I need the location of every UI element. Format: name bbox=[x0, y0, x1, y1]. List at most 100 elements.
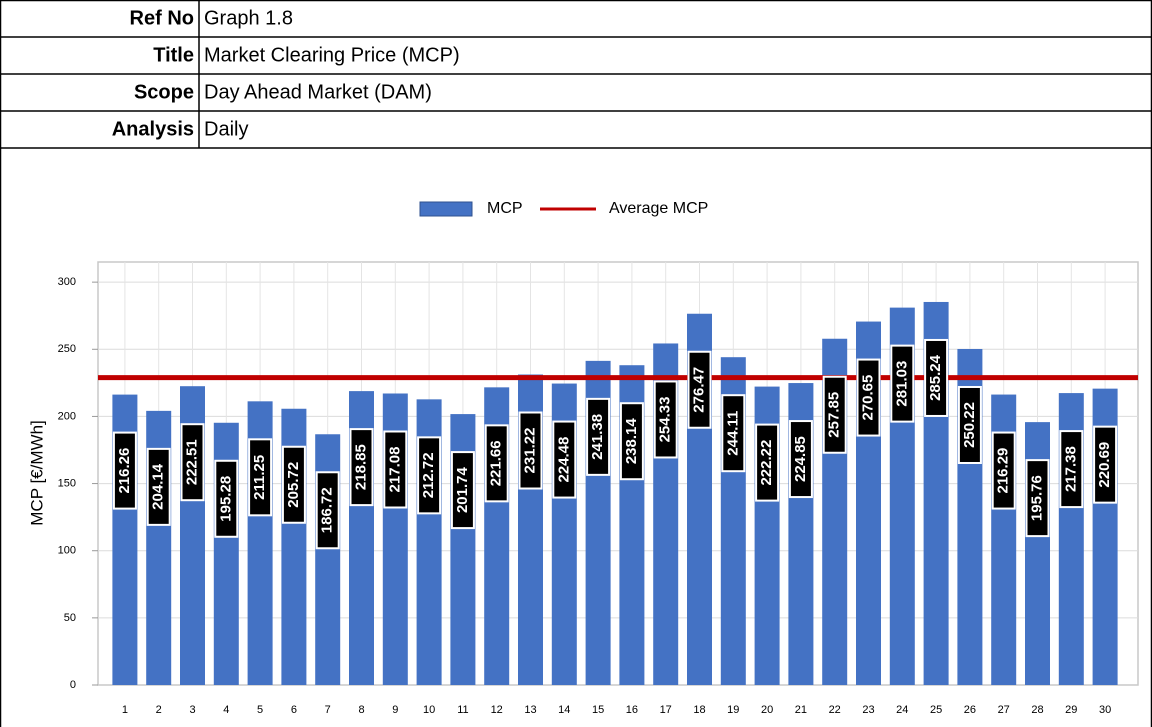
y-tick-label: 300 bbox=[58, 276, 76, 288]
data-label-box bbox=[417, 436, 442, 515]
data-label-box bbox=[383, 430, 408, 509]
data-label: 224.48 bbox=[555, 437, 572, 483]
data-label: 231.22 bbox=[521, 428, 538, 474]
data-label: 212.72 bbox=[420, 452, 437, 498]
data-label: 244.11 bbox=[724, 411, 741, 456]
plot-frame bbox=[97, 261, 1139, 686]
x-tick-label: 1 bbox=[122, 704, 128, 716]
data-label: 216.29 bbox=[995, 448, 1012, 494]
x-tick-label: 2 bbox=[156, 704, 162, 716]
data-label: 270.65 bbox=[859, 375, 876, 421]
x-tick-label: 20 bbox=[761, 704, 773, 716]
x-tick-label: 17 bbox=[660, 704, 672, 716]
x-tick-label: 8 bbox=[358, 704, 364, 716]
header-label: Scope bbox=[134, 81, 194, 103]
x-tick-label: 15 bbox=[592, 704, 604, 716]
legend-label: MCP bbox=[487, 200, 523, 217]
x-tick-label: 23 bbox=[862, 704, 874, 716]
x-tick-label: 4 bbox=[223, 704, 229, 716]
data-label-box bbox=[1059, 430, 1084, 509]
data-label: 186.72 bbox=[319, 487, 336, 533]
x-tick-label: 3 bbox=[189, 704, 195, 716]
legend-swatch bbox=[419, 201, 473, 217]
data-label-box bbox=[1093, 425, 1118, 504]
x-tick-label: 14 bbox=[558, 704, 570, 716]
data-label-box bbox=[721, 394, 746, 473]
x-tick-label: 9 bbox=[392, 704, 398, 716]
data-label-box bbox=[146, 447, 171, 526]
x-tick-label: 27 bbox=[998, 704, 1010, 716]
y-tick-label: 100 bbox=[58, 545, 76, 557]
header-label: Ref No bbox=[130, 7, 194, 29]
data-label: 195.76 bbox=[1028, 475, 1045, 521]
data-label-box bbox=[856, 358, 881, 437]
data-label: 241.38 bbox=[589, 414, 606, 460]
data-label: 205.72 bbox=[285, 462, 302, 508]
header-value: Graph 1.8 bbox=[204, 7, 293, 29]
data-label: 220.69 bbox=[1096, 442, 1113, 488]
data-label-box bbox=[180, 423, 205, 502]
x-tick-label: 13 bbox=[524, 704, 536, 716]
x-tick-label: 6 bbox=[291, 704, 297, 716]
x-tick-label: 7 bbox=[325, 704, 331, 716]
x-tick-label: 5 bbox=[257, 704, 263, 716]
data-label-box bbox=[924, 338, 949, 417]
data-label: 217.38 bbox=[1062, 446, 1079, 492]
x-tick-label: 16 bbox=[626, 704, 638, 716]
data-label: 201.74 bbox=[454, 467, 471, 514]
header-value: Day Ahead Market (DAM) bbox=[204, 81, 432, 103]
x-tick-label: 10 bbox=[423, 704, 435, 716]
header-value: Daily bbox=[204, 118, 248, 140]
y-tick-label: 250 bbox=[58, 343, 76, 355]
data-label: 222.22 bbox=[758, 440, 775, 486]
x-tick-label: 29 bbox=[1065, 704, 1077, 716]
x-tick-label: 22 bbox=[829, 704, 841, 716]
data-label-box bbox=[349, 428, 374, 507]
data-label-box bbox=[619, 402, 644, 481]
data-label: 216.26 bbox=[116, 448, 133, 494]
data-label: 254.33 bbox=[657, 397, 674, 443]
x-tick-label: 26 bbox=[964, 704, 976, 716]
data-label-box bbox=[484, 424, 509, 503]
data-label: 281.03 bbox=[893, 361, 910, 407]
data-label-box bbox=[112, 431, 137, 510]
x-tick-label: 30 bbox=[1099, 704, 1111, 716]
header-label: Title bbox=[153, 44, 194, 66]
y-tick-label: 150 bbox=[58, 477, 76, 489]
x-tick-label: 25 bbox=[930, 704, 942, 716]
data-label-box bbox=[281, 445, 306, 524]
data-label-box bbox=[450, 451, 475, 530]
data-label-box bbox=[248, 438, 273, 517]
data-label-box bbox=[822, 375, 847, 454]
data-label: 285.24 bbox=[927, 354, 944, 401]
data-label: 224.85 bbox=[792, 436, 809, 482]
data-label: 250.22 bbox=[961, 402, 978, 448]
data-label-box bbox=[315, 471, 340, 550]
x-tick-label: 28 bbox=[1031, 704, 1043, 716]
x-tick-label: 11 bbox=[457, 704, 468, 716]
legend-label: Average MCP bbox=[609, 200, 708, 217]
data-label-box bbox=[991, 431, 1016, 510]
header-label: Analysis bbox=[112, 118, 194, 140]
data-label: 218.85 bbox=[352, 444, 369, 490]
data-label-box bbox=[653, 380, 678, 459]
data-label: 195.28 bbox=[217, 476, 234, 522]
data-label-box bbox=[890, 344, 915, 423]
data-label-box bbox=[214, 459, 239, 538]
data-label-box bbox=[957, 385, 982, 464]
x-tick-label: 24 bbox=[896, 704, 908, 716]
y-tick-label: 200 bbox=[58, 410, 76, 422]
data-label: 204.14 bbox=[150, 463, 167, 510]
y-tick-label: 0 bbox=[70, 679, 76, 691]
header-value: Market Clearing Price (MCP) bbox=[204, 44, 460, 66]
data-label: 221.66 bbox=[488, 440, 505, 486]
x-tick-label: 12 bbox=[491, 704, 503, 716]
x-tick-label: 19 bbox=[727, 704, 739, 716]
data-label-box bbox=[788, 420, 813, 499]
x-tick-label: 18 bbox=[693, 704, 705, 716]
data-label: 211.25 bbox=[251, 455, 268, 500]
x-tick-label: 21 bbox=[795, 704, 807, 716]
data-label: 257.85 bbox=[826, 392, 843, 438]
data-label-box bbox=[552, 420, 577, 499]
